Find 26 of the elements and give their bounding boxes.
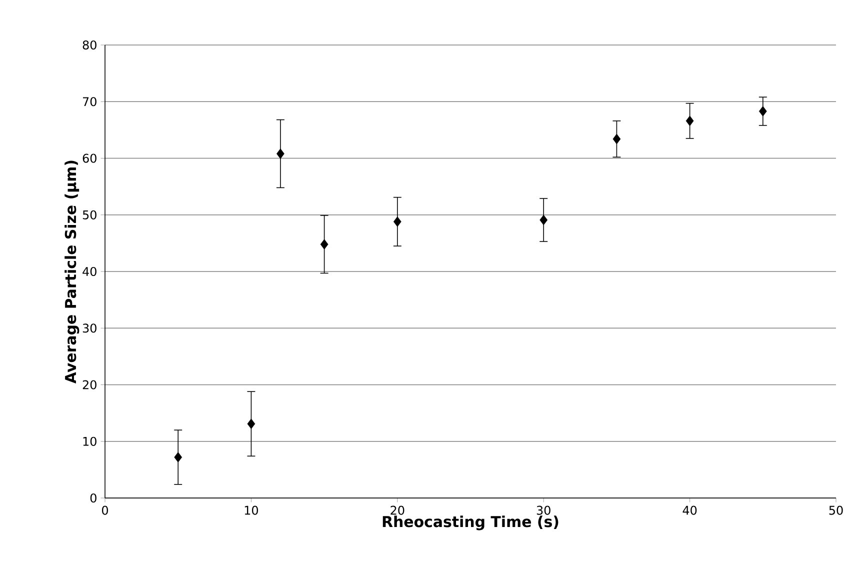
y-tick-label: 30 bbox=[82, 324, 96, 333]
x-axis-title: Rheocasting Time (s) bbox=[382, 516, 558, 530]
y-tick-label: 60 bbox=[82, 154, 96, 163]
point bbox=[686, 116, 694, 126]
y-tick-label: 50 bbox=[82, 210, 96, 220]
point bbox=[276, 148, 284, 159]
x-tick-label: 20 bbox=[390, 506, 404, 515]
y-tick-label: 10 bbox=[83, 436, 96, 446]
x-tick-label: 40 bbox=[682, 506, 697, 515]
y-axis-title: Average Particle Size (µm) bbox=[64, 160, 80, 384]
y-tick-label: 40 bbox=[82, 266, 96, 276]
x-tick-label: 30 bbox=[536, 506, 550, 515]
point bbox=[247, 418, 256, 429]
point bbox=[320, 239, 328, 250]
x-tick-label: 50 bbox=[829, 506, 843, 515]
point bbox=[758, 106, 767, 116]
y-tick-label: 80 bbox=[82, 40, 96, 50]
point bbox=[393, 216, 402, 227]
y-tick-label: 20 bbox=[82, 380, 96, 390]
point bbox=[174, 452, 182, 462]
y-tick-label: 0 bbox=[90, 493, 96, 503]
x-tick-label: 10 bbox=[244, 506, 258, 515]
y-tick-label: 70 bbox=[83, 97, 96, 106]
point bbox=[612, 134, 621, 144]
point bbox=[540, 214, 548, 226]
x-tick-label: 0 bbox=[102, 506, 108, 515]
